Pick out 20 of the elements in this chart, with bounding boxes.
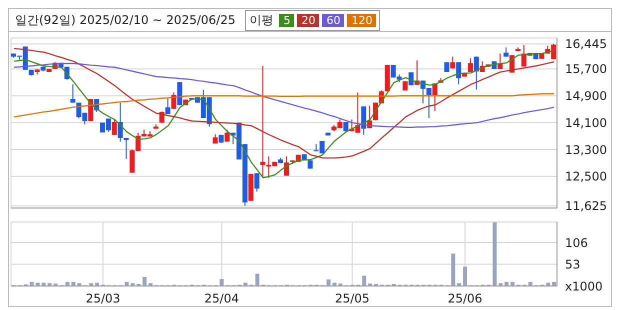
y-tick-label: x1000 [565, 279, 603, 294]
chart-title: 일간(92일) 2025/02/10 ~ 2025/06/25 [15, 12, 236, 28]
y-tick-label: 13,300 [565, 142, 607, 157]
x-tick-label: 25/06 [448, 292, 482, 306]
y-tick-label: 15,700 [565, 62, 607, 76]
y-tick-label: 14,900 [565, 89, 607, 104]
text: 60 [322, 14, 344, 26]
x-tick-label: 25/04 [204, 292, 239, 306]
y-tick-label: 11,625 [565, 199, 607, 214]
x-tick-label: 25/05 [334, 292, 370, 306]
x-tick-label: 25/03 [86, 292, 120, 306]
text: 5 [279, 14, 294, 26]
text: 20 [297, 14, 320, 26]
text: 120 [347, 14, 376, 26]
y-tick-label: 14,100 [565, 116, 607, 130]
y-tick-label: 12,500 [565, 170, 607, 184]
y-tick-label: 106 [565, 236, 588, 250]
legend-title: 이평 [249, 12, 274, 28]
y-tick-label: 53 [565, 258, 580, 272]
y-tick-label: 16,445 [565, 37, 607, 52]
